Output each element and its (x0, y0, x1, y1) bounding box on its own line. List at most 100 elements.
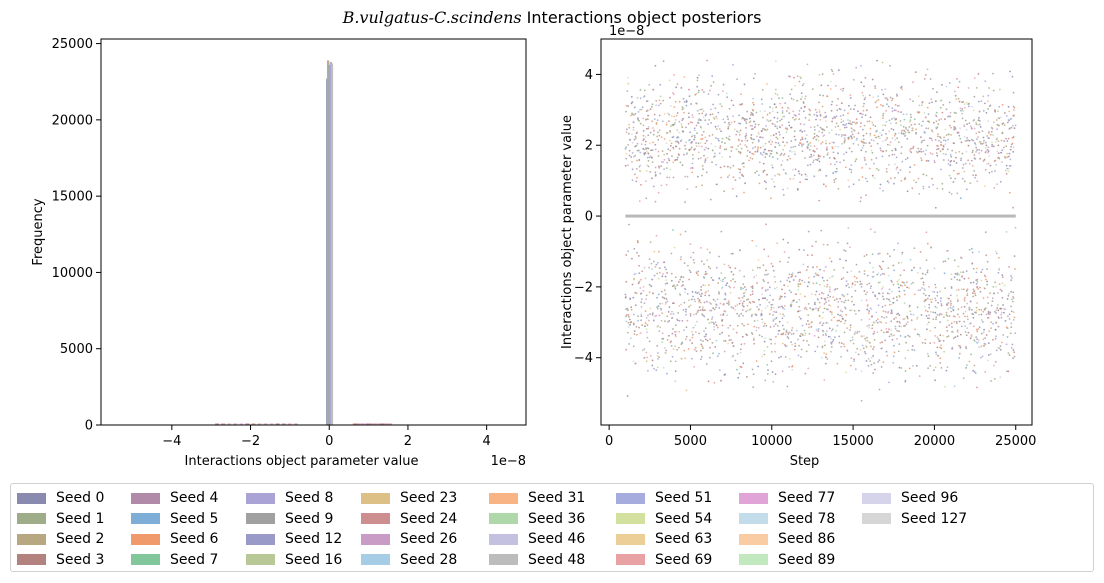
trace-point (788, 256, 790, 259)
trace-point (972, 109, 975, 112)
trace-point (915, 364, 918, 367)
trace-point (1002, 307, 1005, 310)
trace-point (704, 158, 707, 161)
trace-point (691, 153, 694, 156)
trace-point (746, 309, 749, 312)
legend-label: Seed 9 (285, 510, 334, 527)
trace-point (668, 320, 671, 322)
trace-point (843, 109, 846, 112)
trace-point (956, 300, 959, 302)
trace-point (739, 129, 742, 132)
trace-point (1005, 115, 1008, 117)
trace-point (986, 280, 988, 283)
trace-point (971, 251, 974, 254)
trace-point (873, 134, 876, 137)
trace-point (885, 97, 888, 100)
trace-point (647, 152, 650, 155)
trace-point (945, 326, 948, 329)
trace-point (736, 78, 738, 80)
trace-point (825, 321, 828, 324)
trace-point (976, 278, 979, 281)
trace-point (663, 138, 666, 140)
trace-point (820, 297, 823, 300)
trace-point (921, 101, 923, 104)
legend-swatch (616, 513, 645, 524)
trace-point (824, 344, 826, 347)
trace-point (870, 158, 873, 161)
trace-point (843, 331, 846, 334)
trace-point (986, 296, 989, 299)
trace-point (625, 157, 628, 160)
trace-point (837, 98, 839, 100)
legend-swatch (489, 554, 518, 565)
trace-point (700, 343, 703, 346)
trace-point (764, 307, 767, 309)
trace-point (831, 117, 834, 120)
trace-point (948, 324, 951, 327)
trace-point (967, 277, 970, 280)
trace-point (682, 130, 685, 133)
trace-point (844, 319, 847, 322)
trace-point (786, 279, 788, 282)
trace-point (839, 128, 841, 131)
trace-point (771, 265, 774, 268)
trace-point (850, 164, 853, 167)
trace-point (870, 308, 873, 311)
trace-point (646, 324, 649, 327)
trace-point (687, 112, 690, 115)
trace-point (911, 129, 913, 132)
trace-point (827, 294, 830, 297)
trace-point (991, 170, 993, 173)
trace-point (660, 184, 663, 187)
trace-point (649, 307, 652, 310)
trace-point (697, 274, 699, 276)
trace-point (987, 162, 990, 165)
trace-point (893, 134, 896, 137)
trace-point (797, 285, 800, 288)
trace-point (864, 76, 867, 79)
trace-point (794, 168, 797, 171)
trace-point (942, 334, 945, 337)
trace-point (994, 110, 997, 113)
trace-point (631, 133, 633, 136)
trace-point (822, 334, 825, 336)
trace-point (711, 316, 714, 319)
trace-point (948, 174, 951, 177)
trace-point (974, 340, 976, 343)
trace-point (975, 151, 977, 153)
legend-label: Seed 24 (400, 510, 458, 527)
trace-point (807, 147, 810, 149)
legend-label: Seed 6 (170, 531, 219, 547)
legend-item: Seed 28 (361, 550, 457, 570)
trace-point (833, 179, 836, 181)
trace-point (964, 162, 967, 165)
trace-point (776, 127, 779, 130)
trace-point (913, 293, 916, 296)
trace-point (816, 124, 819, 127)
trace-point (992, 322, 994, 325)
legend-item: Seed 48 (489, 550, 585, 570)
trace-point (833, 157, 836, 159)
trace-point (797, 283, 800, 285)
trace-point (814, 108, 817, 111)
trace-point (978, 346, 981, 348)
trace-point (652, 141, 654, 144)
trace-point (831, 70, 834, 73)
trace-point (990, 304, 993, 307)
trace-point (926, 271, 929, 274)
trace-point (746, 376, 748, 378)
trace-point (892, 129, 895, 131)
trace-point (783, 153, 786, 155)
trace-point (846, 327, 849, 329)
trace-point (663, 112, 666, 115)
trace-point (898, 279, 900, 281)
trace-point (725, 284, 728, 287)
trace-point (719, 147, 721, 149)
trace-point (646, 164, 648, 167)
trace-point (950, 278, 953, 280)
trace-point (889, 141, 892, 144)
trace-point (701, 292, 703, 295)
trace-point (657, 191, 660, 194)
trace-point (665, 142, 668, 145)
trace-point (978, 308, 981, 311)
